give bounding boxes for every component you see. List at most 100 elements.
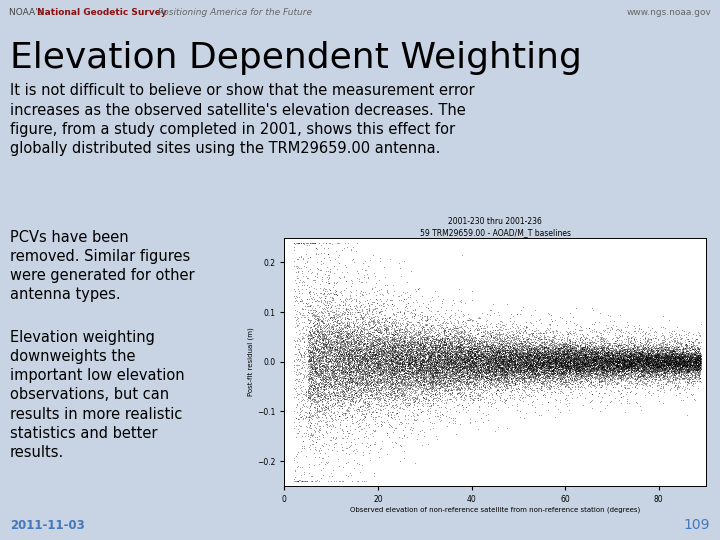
Point [544,357,556,366]
Point [468,341,480,349]
Point [639,357,650,366]
Point [475,353,487,362]
Point [449,384,460,393]
Point [451,342,462,350]
Point [501,360,513,368]
Point [502,359,513,368]
Point [382,347,393,355]
Point [568,361,580,369]
Point [356,365,368,374]
Point [463,335,474,344]
Point [346,376,358,385]
Point [672,353,683,362]
Point [592,360,603,368]
Point [481,366,492,375]
Point [578,362,590,370]
Point [670,355,682,363]
Point [315,417,327,426]
Point [637,361,649,370]
Point [608,357,620,366]
Point [434,345,446,353]
Point [398,360,410,369]
Point [376,377,387,386]
Point [593,349,605,357]
Point [320,359,332,368]
Point [523,357,534,366]
Point [346,339,357,347]
Point [404,346,415,355]
Point [378,262,390,271]
Point [347,350,359,359]
Point [372,363,383,372]
Point [345,345,356,354]
Point [402,353,414,362]
Point [320,284,332,293]
Point [498,367,510,375]
Point [372,315,384,323]
Point [647,354,659,362]
Point [312,379,324,387]
Point [390,340,402,348]
Point [624,351,636,360]
Point [554,352,566,361]
Point [491,326,503,334]
Point [550,349,562,357]
Point [557,374,568,382]
Point [599,376,611,384]
Point [429,354,441,362]
Point [360,354,372,363]
Point [343,350,355,359]
Point [407,355,418,363]
Point [499,346,510,355]
Point [354,346,366,355]
Point [531,365,542,374]
Point [350,349,361,357]
Point [672,344,683,353]
Point [556,354,567,362]
Point [371,342,382,350]
Point [374,360,385,369]
Point [595,346,607,355]
Point [454,343,466,352]
Point [509,361,521,370]
Point [486,371,498,380]
Point [485,377,497,386]
Point [392,373,404,382]
Point [665,357,677,366]
Point [366,366,377,375]
Point [596,354,608,363]
Point [338,339,350,347]
Point [566,373,577,382]
Point [296,376,307,384]
Point [660,368,671,377]
Point [402,316,414,325]
Point [333,371,345,380]
Point [666,348,678,357]
Point [492,319,504,327]
Point [541,346,552,355]
Point [598,357,609,366]
Point [642,368,654,376]
Point [464,373,475,381]
Point [354,346,365,354]
Point [564,361,576,370]
Point [417,338,428,346]
Point [382,330,394,339]
Point [434,341,446,349]
Point [641,354,652,362]
Point [413,350,425,359]
Point [588,352,600,361]
Point [290,238,302,247]
Point [469,342,481,351]
Point [399,332,410,341]
Point [456,340,468,348]
Point [440,372,451,380]
Point [426,356,437,365]
Point [389,349,400,358]
Point [465,340,477,349]
Point [644,331,656,340]
Point [379,393,391,402]
Point [484,367,495,375]
Point [372,303,383,312]
Point [416,359,428,367]
